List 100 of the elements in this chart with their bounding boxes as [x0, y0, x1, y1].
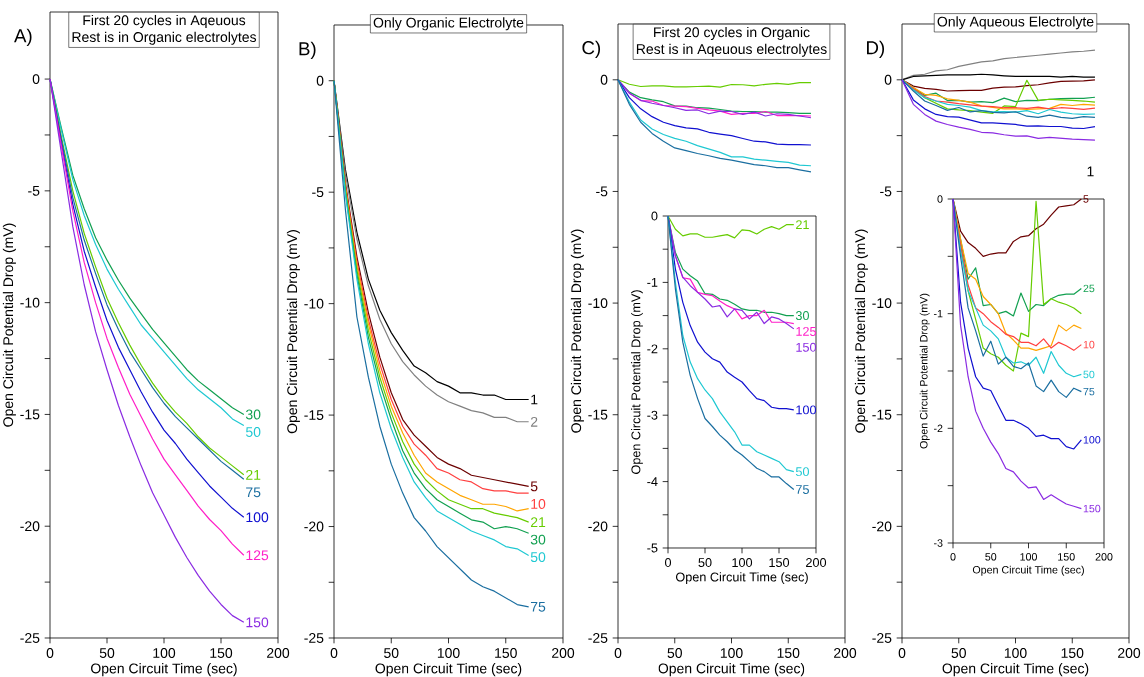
- y-tick-label: -5: [28, 185, 40, 196]
- series-label: 30: [530, 534, 546, 545]
- series-label: 30: [245, 409, 261, 420]
- series-label: 5: [1083, 195, 1089, 203]
- text: Rest is in Organic electrolytes: [72, 31, 257, 45]
- x-tick-label: 50: [985, 553, 997, 561]
- y-tick-label: -20: [872, 521, 892, 532]
- x-tick-label: 0: [614, 648, 622, 658]
- y-tick-label: -1: [647, 278, 658, 287]
- y-tick-label: -5: [647, 543, 658, 553]
- x-tick-label: 200: [1118, 648, 1141, 658]
- series-label: 100: [796, 405, 817, 415]
- x-axis-title: Open Circuit Time (sec): [972, 565, 1084, 576]
- x-tick-label: 50: [698, 558, 712, 568]
- chart-title: Only Organic Electrolyte: [373, 17, 524, 31]
- y-tick-label: -4: [647, 477, 658, 486]
- y-tick-label: -25: [588, 633, 608, 643]
- x-tick-label: 50: [99, 648, 115, 658]
- y-axis-title: Open Circuit Potential Drop (mV): [631, 290, 643, 474]
- y-tick-label: -2: [933, 424, 943, 433]
- y-tick-label: -5: [880, 186, 892, 197]
- series-label: 50: [795, 467, 809, 477]
- series-label: 150: [246, 617, 269, 628]
- y-tick-label: 0: [651, 211, 658, 221]
- series-label: 21: [530, 517, 546, 527]
- x-tick-label: 0: [330, 648, 338, 658]
- series-label: 125: [246, 550, 269, 561]
- x-tick-label: 50: [951, 648, 966, 658]
- y-tick-label: -10: [872, 298, 892, 309]
- series-label: 75: [1083, 387, 1095, 396]
- annotation: 1: [1087, 166, 1094, 177]
- y-tick-label: -15: [20, 409, 40, 420]
- y-tick-label: -25: [304, 633, 324, 643]
- x-axis-title: Open Circuit Time (sec): [91, 663, 237, 677]
- series-label: 100: [1083, 436, 1101, 444]
- y-tick-label: 0: [600, 74, 608, 85]
- y-tick-label: 0: [937, 195, 943, 203]
- y-tick-label: -20: [304, 521, 324, 532]
- chart-title: First 20 cycles in Aqeuous: [83, 14, 246, 28]
- x-tick-label: 150: [495, 648, 517, 658]
- x-axis-title: Open Circuit Time (sec): [675, 572, 808, 584]
- x-tick-label: 150: [777, 648, 800, 658]
- series-label: 100: [246, 512, 269, 523]
- y-tick-label: -1: [933, 310, 943, 318]
- y-tick-label: -3: [647, 410, 658, 420]
- text: B): [299, 41, 316, 60]
- x-tick-label: 200: [1095, 553, 1113, 561]
- x-axis-title: Open Circuit Time (sec): [942, 663, 1089, 677]
- x-tick-label: 150: [1058, 553, 1075, 561]
- series-label: 21: [796, 220, 809, 230]
- y-tick-label: -10: [304, 298, 324, 309]
- y-tick-label: -15: [872, 409, 892, 420]
- text: C): [582, 40, 601, 59]
- text: Rest is in Aqeuous electrolytes: [636, 43, 827, 57]
- y-tick-label: 0: [32, 74, 40, 85]
- series-label: 5: [530, 481, 538, 492]
- x-tick-label: 100: [720, 648, 743, 658]
- x-axis-title: Open Circuit Time (sec): [658, 663, 805, 677]
- series-label: 125: [796, 326, 817, 336]
- x-tick-label: 150: [769, 558, 790, 568]
- y-tick-label: -25: [872, 633, 892, 643]
- y-tick-label: -15: [588, 409, 608, 420]
- x-tick-label: 200: [267, 648, 290, 658]
- x-tick-label: 200: [806, 558, 827, 568]
- y-tick-label: -10: [588, 298, 608, 309]
- x-tick-label: 100: [1004, 648, 1027, 658]
- series-label: 50: [1083, 370, 1095, 379]
- x-tick-label: 150: [210, 648, 233, 658]
- y-tick-label: 0: [316, 75, 324, 86]
- x-tick-label: 150: [1061, 648, 1084, 658]
- x-tick-label: 100: [1020, 553, 1037, 561]
- y-axis-title: Open Circuit Potential Drop (mV): [570, 229, 584, 433]
- series-label: 150: [796, 342, 817, 352]
- series-label: 75: [796, 485, 809, 494]
- y-axis-title: Open Circuit Potential Drop (mV): [286, 230, 300, 434]
- y-tick-label: 0: [884, 74, 892, 85]
- series-label: 2: [530, 416, 538, 427]
- x-axis-title: Open Circuit Time (sec): [375, 663, 522, 677]
- y-tick-label: -20: [588, 521, 608, 532]
- y-tick-label: -20: [20, 521, 40, 532]
- x-tick-label: 200: [834, 648, 857, 658]
- series-label: 1: [531, 394, 538, 405]
- series-label: 30: [795, 311, 809, 321]
- x-tick-label: 0: [898, 648, 906, 658]
- x-tick-label: 0: [950, 553, 956, 561]
- x-tick-label: 100: [732, 558, 753, 568]
- series-label: 75: [246, 487, 261, 498]
- y-tick-label: -5: [596, 186, 608, 197]
- series-label: 21: [246, 469, 261, 480]
- series-label: 150: [1083, 504, 1101, 513]
- series-label: 10: [531, 498, 546, 509]
- y-tick-label: -5: [312, 187, 324, 198]
- x-tick-label: 50: [667, 648, 682, 658]
- y-axis-title: Open Circuit Potential Drop (mV): [2, 223, 16, 427]
- x-tick-label: 100: [153, 648, 176, 658]
- chart-title: First 20 cycles in Organic: [654, 26, 810, 40]
- x-tick-label: 0: [46, 648, 54, 658]
- y-tick-label: -3: [933, 539, 943, 547]
- x-tick-label: 100: [437, 648, 460, 658]
- series-label: 10: [1083, 340, 1095, 349]
